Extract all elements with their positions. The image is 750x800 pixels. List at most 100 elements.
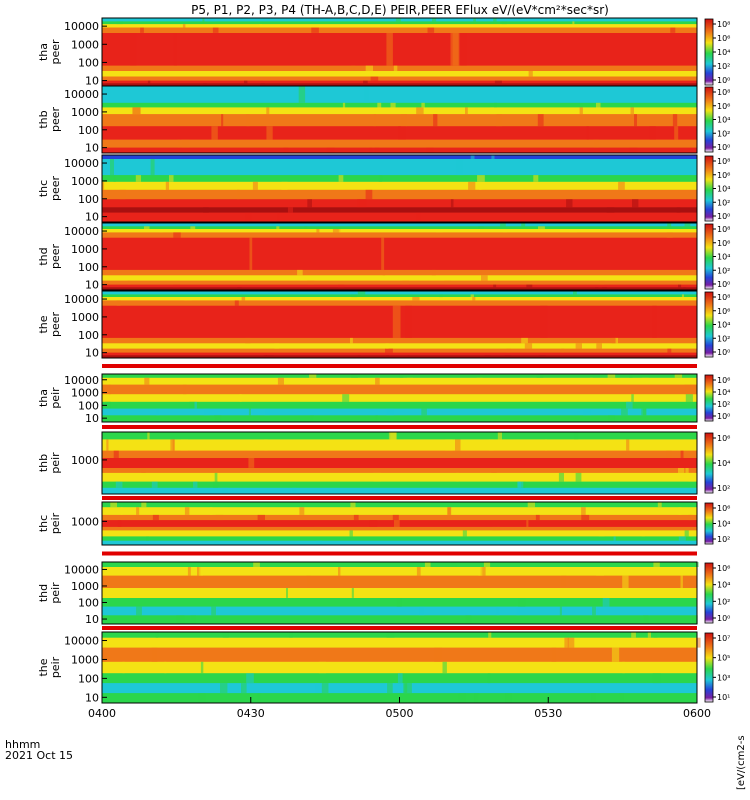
colorbar-tick-label: 10⁰ bbox=[717, 412, 730, 421]
streak bbox=[643, 615, 649, 624]
streak bbox=[311, 27, 319, 33]
streak bbox=[455, 439, 461, 451]
streak bbox=[666, 450, 672, 458]
streak bbox=[416, 567, 421, 576]
streak bbox=[528, 71, 533, 77]
streak bbox=[185, 297, 192, 301]
streak bbox=[427, 27, 435, 33]
energy-band bbox=[102, 300, 697, 307]
streak bbox=[342, 394, 350, 402]
streak bbox=[596, 567, 604, 576]
streak bbox=[369, 520, 378, 527]
energy-band bbox=[102, 337, 697, 344]
colorbar-tick-label: 10⁸ bbox=[717, 88, 730, 97]
streak bbox=[685, 394, 693, 402]
panel-thd-peir: 10000 1000 100 10 thd peir 10⁶ 10⁴ 10² 10⁰ bbox=[37, 561, 730, 632]
y-tick-label: 100 bbox=[78, 56, 99, 69]
streak bbox=[198, 693, 206, 703]
streak bbox=[685, 468, 689, 473]
panel-thd-peer: 10000 1000 100 10 thd peer 10⁸ 10⁶ 10⁴ 10² 10⁰ bbox=[37, 222, 730, 292]
panel-frame bbox=[101, 373, 698, 423]
streak bbox=[377, 102, 382, 108]
panel-probe-label: thb bbox=[37, 454, 50, 472]
streak bbox=[392, 305, 401, 338]
streak bbox=[439, 294, 443, 298]
streak bbox=[363, 27, 371, 33]
streak bbox=[678, 284, 682, 288]
energy-band bbox=[102, 637, 697, 649]
streak bbox=[314, 683, 320, 693]
streak bbox=[535, 514, 540, 521]
streak bbox=[338, 567, 341, 576]
energy-band bbox=[102, 207, 697, 214]
y-tick-label: 10000 bbox=[64, 563, 99, 576]
streak bbox=[424, 562, 431, 567]
panel-the-peir: 10000 1000 100 10 the peir 10⁷ 10⁵ 10³ 10¹ bbox=[37, 631, 730, 704]
streak bbox=[583, 408, 592, 416]
energy-band bbox=[102, 540, 697, 546]
y-tick-label: 10 bbox=[85, 691, 99, 704]
panel-species-label: peer bbox=[49, 244, 62, 270]
streak bbox=[351, 65, 356, 71]
streak bbox=[521, 337, 528, 344]
y-tick-label: 10 bbox=[85, 613, 99, 626]
panel-probe-label: thb bbox=[37, 110, 50, 128]
energy-band bbox=[102, 377, 697, 385]
streak bbox=[536, 374, 544, 378]
streak bbox=[678, 468, 685, 473]
streak bbox=[338, 284, 345, 288]
y-tick-label: 10 bbox=[85, 211, 99, 224]
streak bbox=[595, 287, 599, 290]
streak bbox=[476, 377, 483, 385]
streak bbox=[421, 102, 425, 108]
streak bbox=[120, 507, 123, 515]
streak bbox=[245, 337, 251, 344]
streak bbox=[264, 439, 268, 451]
streak bbox=[193, 481, 198, 488]
streak bbox=[177, 139, 180, 148]
streak bbox=[484, 355, 491, 358]
energy-band bbox=[102, 458, 697, 469]
streak bbox=[260, 83, 265, 86]
streak bbox=[622, 661, 625, 674]
streak bbox=[257, 693, 261, 703]
streak bbox=[433, 114, 438, 127]
streak bbox=[480, 567, 486, 576]
energy-band bbox=[102, 514, 697, 521]
streak bbox=[230, 27, 237, 33]
streak bbox=[684, 223, 691, 227]
streak bbox=[421, 408, 427, 416]
streak bbox=[176, 615, 185, 624]
colorbar-tick-label: 10⁴ bbox=[717, 581, 730, 590]
streak bbox=[201, 155, 210, 159]
energy-band bbox=[102, 536, 697, 542]
y-tick-label: 10000 bbox=[64, 88, 99, 101]
colorbar-tick-label: 10⁴ bbox=[717, 459, 730, 468]
streak bbox=[572, 21, 575, 25]
streak bbox=[517, 481, 521, 488]
panel-species-label: peer bbox=[49, 176, 62, 202]
streak bbox=[479, 181, 482, 190]
streak bbox=[394, 520, 400, 527]
colorbar bbox=[704, 502, 714, 545]
energy-band bbox=[102, 71, 697, 77]
energy-band bbox=[102, 562, 697, 568]
streak bbox=[431, 487, 440, 494]
y-tick-label: 100 bbox=[78, 124, 99, 137]
energy-band bbox=[102, 76, 697, 82]
streak bbox=[212, 27, 219, 33]
y-tick-label: 1000 bbox=[71, 175, 99, 188]
colorbar-tick-label: 10⁰ bbox=[717, 280, 730, 289]
streak bbox=[649, 126, 656, 140]
streak bbox=[574, 432, 579, 440]
y-tick-label: 10000 bbox=[64, 20, 99, 33]
streak bbox=[619, 693, 624, 703]
streak bbox=[496, 526, 501, 531]
streak bbox=[504, 355, 512, 358]
streak bbox=[136, 606, 142, 616]
energy-band bbox=[102, 408, 697, 416]
streak bbox=[146, 536, 149, 541]
streak bbox=[211, 606, 216, 616]
streak bbox=[170, 439, 174, 451]
colorbar-tick-label: 10⁶ bbox=[717, 239, 730, 248]
